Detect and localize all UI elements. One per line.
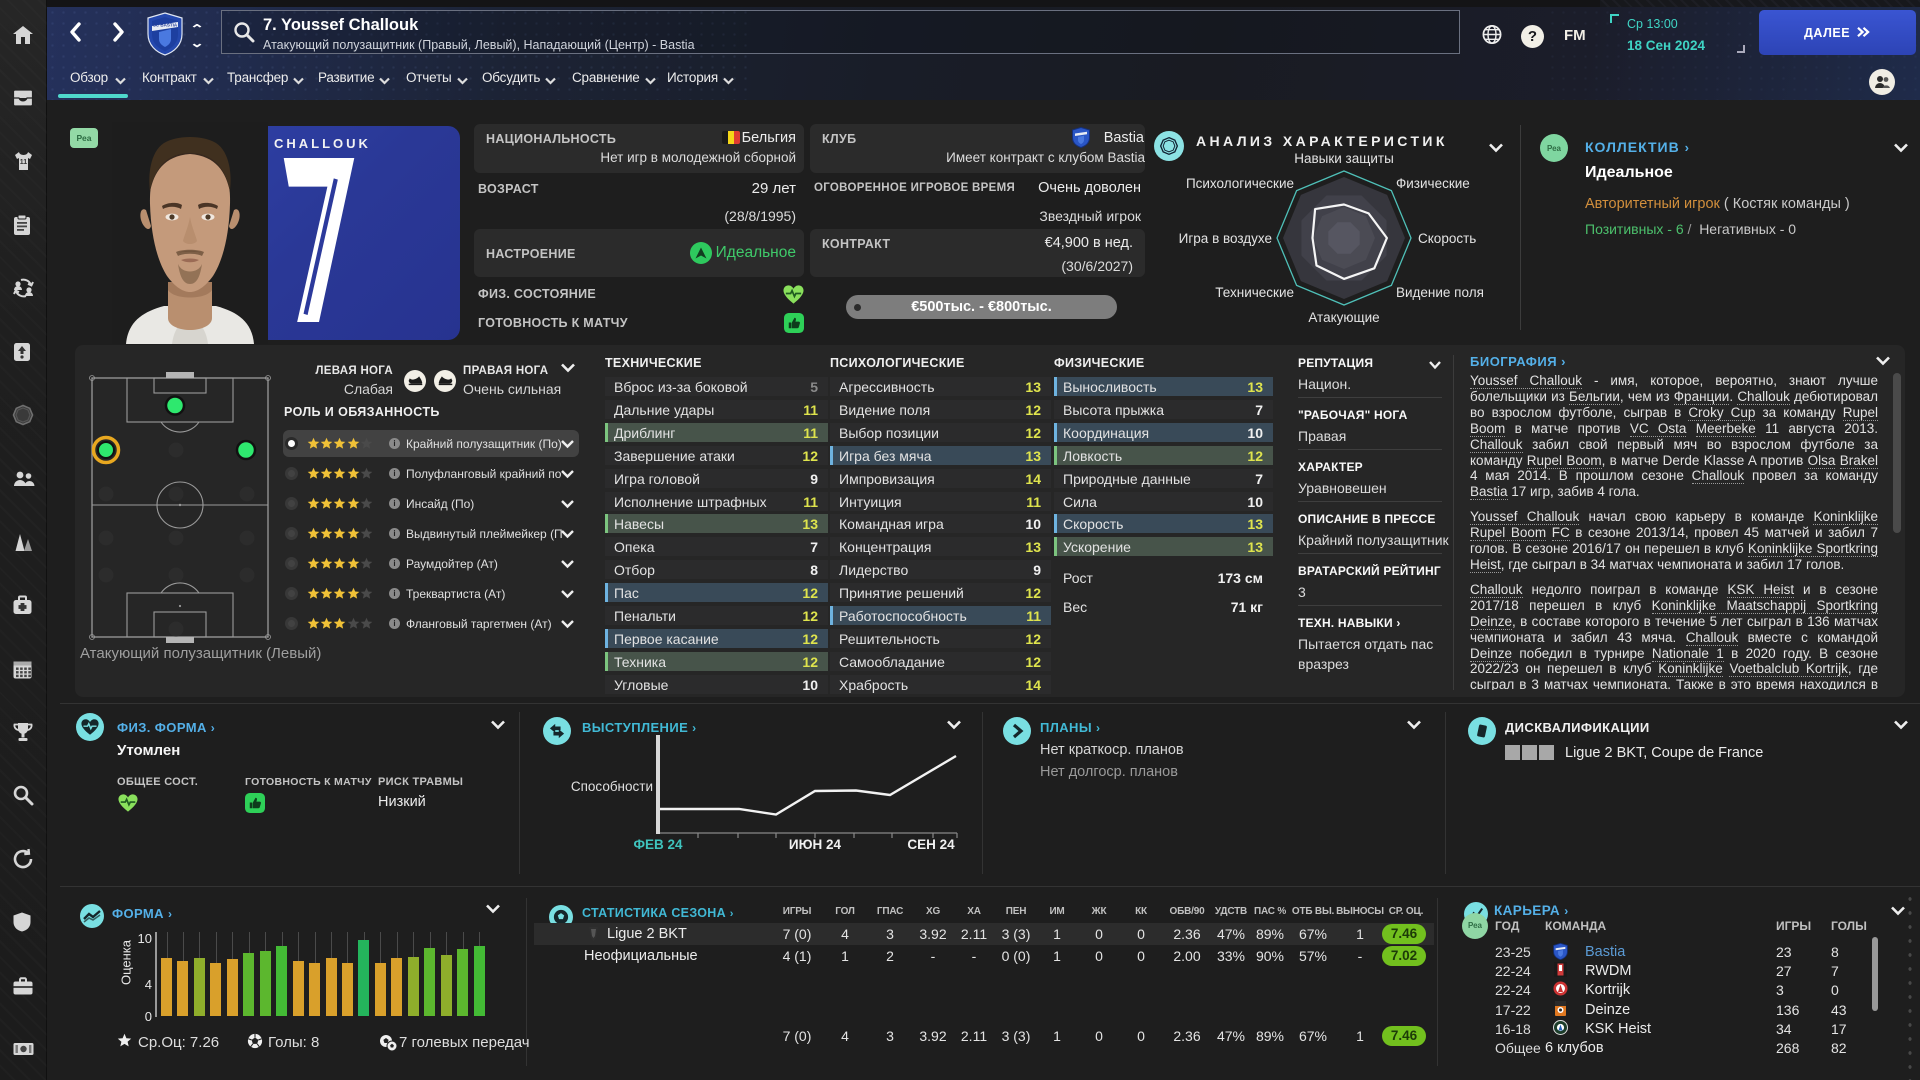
svg-text:11: 11 <box>20 159 28 166</box>
svg-text:SC BASTIA: SC BASTIA <box>153 23 178 28</box>
